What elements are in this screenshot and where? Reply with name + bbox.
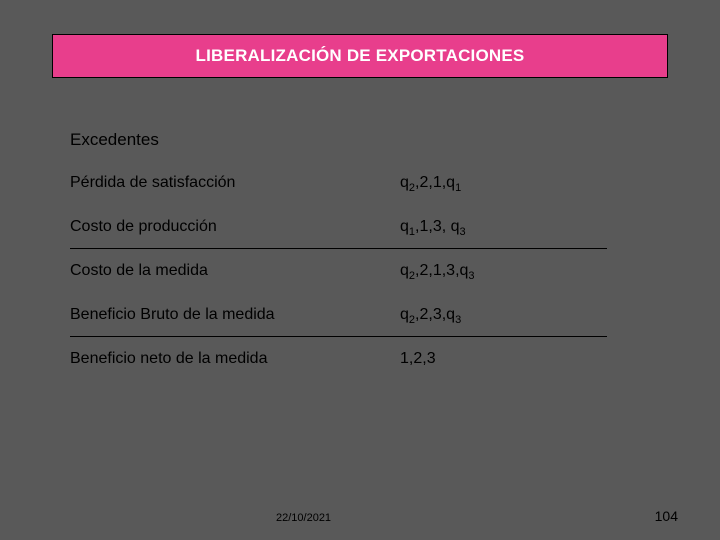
row-label: Beneficio Bruto de la medida xyxy=(70,306,400,324)
title-text: LIBERALIZACIÓN DE EXPORTACIONES xyxy=(196,46,525,66)
table-row: Pérdida de satisfacciónq2,2,1,q1 xyxy=(70,174,650,218)
footer-date: 22/10/2021 xyxy=(276,512,331,524)
data-table: Pérdida de satisfacciónq2,2,1,q1Costo de… xyxy=(70,174,650,394)
row-value: q2,2,1,q1 xyxy=(400,174,461,192)
table-row: Beneficio Bruto de la medidaq2,2,3,q3 xyxy=(70,306,650,350)
row-label: Beneficio neto de la medida xyxy=(70,350,400,368)
row-label: Costo de la medida xyxy=(70,262,400,280)
table-row: Costo de producciónq1,1,3, q3 xyxy=(70,218,650,262)
title-banner: LIBERALIZACIÓN DE EXPORTACIONES xyxy=(52,34,668,78)
divider-rule xyxy=(70,336,607,337)
row-value: q2,2,3,q3 xyxy=(400,306,461,324)
table-row: Costo de la medidaq2,2,1,3,q3 xyxy=(70,262,650,306)
row-value: 1,2,3 xyxy=(400,350,436,368)
footer-page: 104 xyxy=(655,508,678,524)
row-value: q2,2,1,3,q3 xyxy=(400,262,475,280)
section-label: Excedentes xyxy=(70,130,159,150)
table-row: Beneficio neto de la medida1,2,3 xyxy=(70,350,650,394)
row-label: Costo de producción xyxy=(70,218,400,236)
row-value: q1,1,3, q3 xyxy=(400,218,466,236)
divider-rule xyxy=(70,248,607,249)
row-label: Pérdida de satisfacción xyxy=(70,174,400,192)
